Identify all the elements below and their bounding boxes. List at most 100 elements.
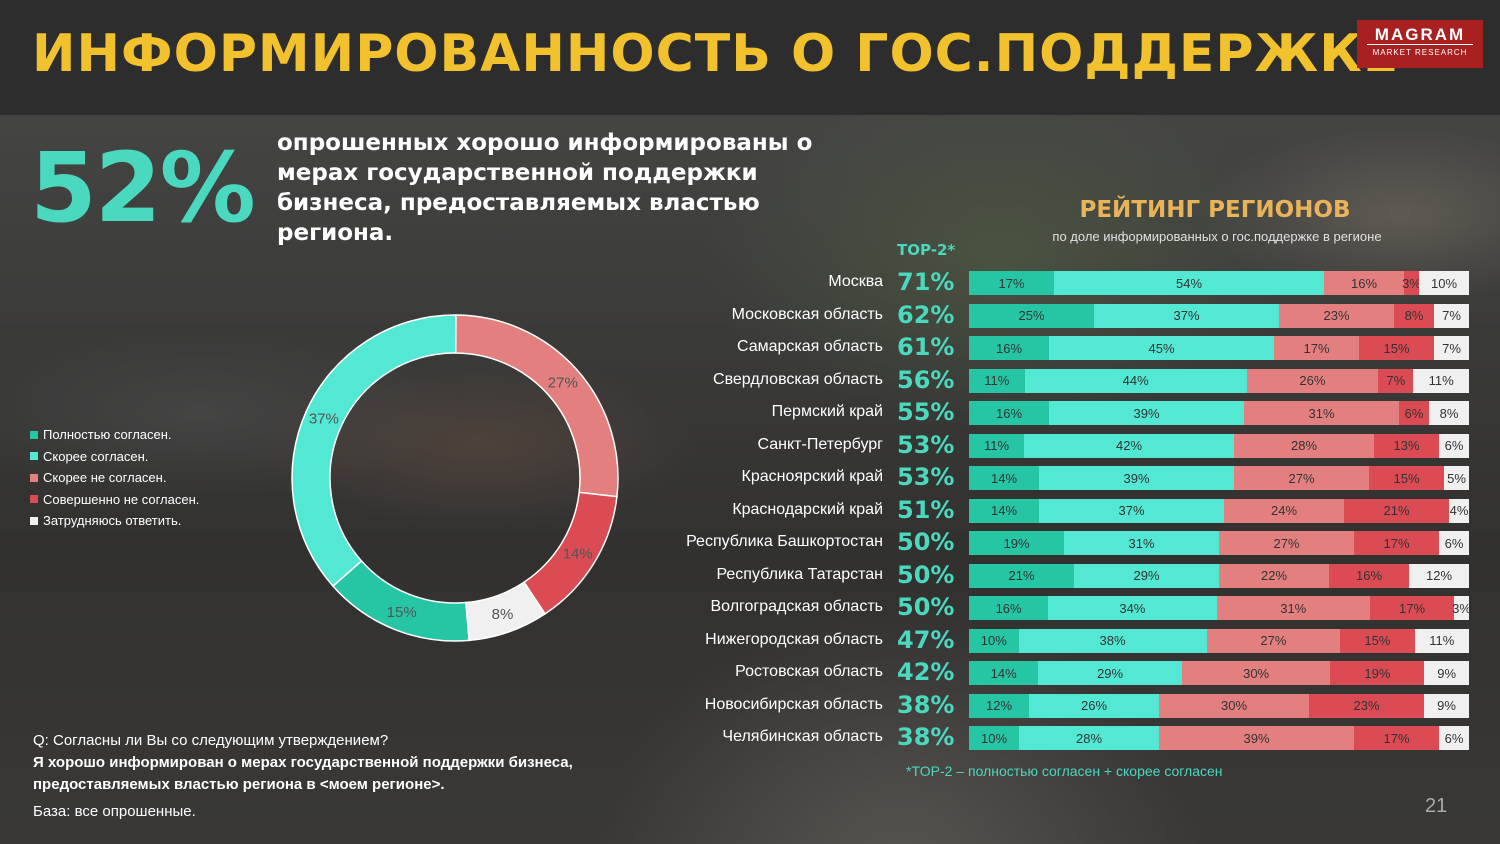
bar-segment: 30% — [1159, 693, 1309, 718]
bar-segment: 30% — [1181, 661, 1331, 685]
donut-slice — [465, 581, 547, 642]
top2-value: 51% — [897, 495, 955, 524]
region-label: Московская область — [731, 305, 883, 323]
bar-row: 19% 31% 27% 17% 6% — [969, 531, 1469, 555]
donut-slice-label: 27% — [548, 375, 578, 392]
bar-segment: 13% — [1374, 433, 1439, 458]
bar-segment: 31% — [1064, 531, 1219, 555]
bar-segment: 11% — [1413, 368, 1469, 393]
rating-title: РЕЙТИНГ РЕГИОНОВ — [1079, 197, 1351, 223]
top2-value: 47% — [897, 625, 955, 654]
bar-segment: 29% — [1038, 661, 1182, 685]
legend-item: Скорее не согласен. — [30, 467, 199, 489]
bar-segment: 5% — [1444, 466, 1469, 490]
question-line-2: Я хорошо информирован о мерах государств… — [33, 754, 573, 793]
page-number: 21 — [1425, 795, 1448, 817]
bar-segment: 16% — [969, 336, 1049, 360]
bar-segment: 31% — [1244, 401, 1399, 425]
bar-segment: 10% — [969, 726, 1019, 750]
bar-segment: 27% — [1234, 466, 1369, 490]
bar-segment: 4% — [1449, 498, 1469, 523]
bar-segment: 8% — [1394, 303, 1434, 328]
bar-row: 10% 28% 39% 17% 6% — [969, 726, 1469, 750]
donut-slice-label: 37% — [309, 410, 339, 427]
legend-swatch — [30, 430, 38, 439]
top2-value: 50% — [897, 560, 955, 589]
bar-row: 11% 42% 28% 13% 6% — [969, 433, 1469, 458]
legend-item: Скорее согласен. — [30, 446, 199, 468]
bar-row: 14% 29% 30% 19% 9% — [969, 661, 1469, 685]
bar-segment: 14% — [969, 498, 1039, 523]
donut-slice-label: 14% — [563, 545, 593, 562]
headline-text: опрошенных хорошо информированы о мерах … — [277, 130, 813, 246]
region-label: Свердловская область — [713, 370, 883, 388]
top2-value: 42% — [897, 658, 955, 686]
bar-row: 14% 37% 24% 21% 4% — [969, 498, 1469, 523]
bar-row: 10% 38% 27% 15% 11% — [969, 628, 1469, 653]
top2-value: 50% — [897, 528, 955, 556]
bar-segment: 17% — [1354, 531, 1439, 555]
top2-value: 56% — [897, 365, 955, 394]
bar-segment: 15% — [1359, 336, 1434, 360]
region-label: Новосибирская область — [704, 695, 883, 713]
chart-footnote: *TOP-2 – полностью согласен + скорее сог… — [906, 763, 1223, 779]
bar-segment: 7% — [1378, 368, 1414, 393]
top2-value: 50% — [897, 593, 955, 621]
bar-segment: 3% — [1402, 271, 1421, 295]
bar-segment: 6% — [1399, 401, 1429, 425]
donut-slice — [331, 559, 471, 642]
legend-item: Полностью согласен. — [30, 424, 199, 446]
legend-label: Затрудняюсь ответить. — [43, 513, 182, 529]
rating-subtitle: по доле информированных о гос.поддержке … — [1052, 229, 1382, 244]
logo-sub-text: MARKET RESEARCH — [1372, 48, 1468, 57]
bar-segment: 28% — [1234, 433, 1374, 458]
bar-segment: 21% — [969, 563, 1074, 588]
bar-segment: 16% — [1324, 271, 1404, 295]
bar-segment: 7% — [1434, 336, 1469, 360]
bar-segment: 44% — [1024, 368, 1247, 393]
bar-segment: 37% — [1094, 303, 1279, 328]
bar-segment: 15% — [1369, 466, 1444, 490]
bar-segment: 23% — [1309, 693, 1424, 718]
bar-segment: 39% — [1039, 466, 1234, 490]
sample-base: База: все опрошенные. — [33, 803, 196, 820]
bar-segment: 8% — [1429, 401, 1469, 425]
bar-segment: 6% — [1439, 433, 1469, 458]
bar-segment: 10% — [1419, 271, 1469, 295]
top2-value: 53% — [897, 463, 955, 491]
bar-segment: 37% — [1039, 498, 1224, 523]
bar-segment: 16% — [969, 401, 1049, 425]
bar-segment: 7% — [1434, 303, 1469, 328]
bar-segment: 17% — [1354, 726, 1439, 750]
region-label: Красноярский край — [741, 468, 883, 485]
top2-value: 55% — [897, 398, 955, 426]
bar-segment: 23% — [1279, 303, 1394, 328]
bar-segment: 25% — [969, 303, 1094, 328]
top2-value: 61% — [897, 333, 955, 361]
donut-chart: 15% 37% 27% 14% 8% — [291, 314, 619, 642]
bar-row: 12% 26% 30% 23% 9% — [969, 693, 1469, 718]
bar-row: 16% 34% 31% 17% 3% — [969, 596, 1471, 620]
bar-segment: 16% — [1329, 563, 1409, 588]
region-label: Краснодарский край — [732, 500, 883, 518]
bar-row: 25% 37% 23% 8% 7% — [969, 303, 1469, 328]
region-label: Самарская область — [736, 338, 883, 355]
bar-segment: 45% — [1049, 336, 1274, 360]
region-label: Челябинская область — [722, 728, 883, 745]
donut-legend: Полностью согласен. Скорее согласен. Скоре… — [30, 424, 199, 532]
bar-segment: 27% — [1219, 531, 1354, 555]
bar-segment: 19% — [969, 531, 1064, 555]
bar-segment: 19% — [1330, 661, 1425, 685]
top2-value: 71% — [897, 268, 955, 296]
bar-segment: 12% — [1409, 563, 1469, 588]
bar-segment: 3% — [1452, 596, 1471, 620]
bar-segment: 21% — [1344, 498, 1449, 523]
bar-segment: 6% — [1439, 726, 1469, 750]
bar-row: 14% 39% 27% 15% 5% — [969, 466, 1469, 490]
bar-segment: 14% — [969, 661, 1039, 685]
bar-segment: 26% — [1029, 693, 1159, 718]
bar-row: 16% 45% 17% 15% 7% — [969, 336, 1469, 360]
region-label: Нижегородская область — [705, 630, 883, 648]
region-label: Санкт-Петербург — [757, 435, 883, 453]
region-label: Пермский край — [771, 403, 883, 420]
